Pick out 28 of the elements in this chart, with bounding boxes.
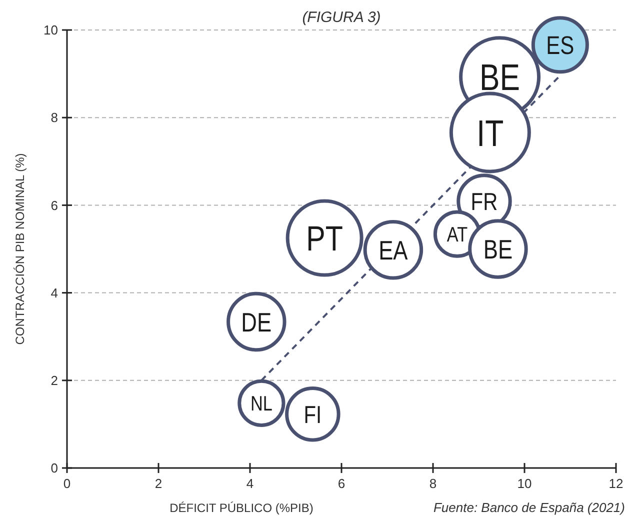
series-label: FI (304, 401, 322, 428)
y-tick-label: 8 (50, 110, 58, 126)
x-tick-label: 0 (63, 476, 71, 491)
series-label: DE (241, 308, 272, 338)
series-label: ES (546, 31, 574, 60)
y-axis-title: CONTRACCIÓN PIB NOMINAL (%) (13, 153, 27, 345)
y-tick-label: 10 (44, 22, 58, 38)
series-label: FR (470, 188, 498, 216)
series-label: PT (306, 218, 343, 258)
x-tick-label: 2 (154, 476, 162, 491)
x-axis-title: DÉFICIT PÚBLICO (%PIB) (170, 501, 314, 515)
series-label: BE (480, 57, 520, 99)
y-tick-label: 2 (50, 372, 58, 388)
x-tick-label: 6 (338, 476, 346, 491)
y-tick-label: 4 (50, 285, 58, 300)
x-tick-label: 10 (517, 476, 532, 491)
x-tick-label: 8 (429, 476, 437, 491)
x-tick-label: 12 (608, 476, 624, 491)
series-label: IT (476, 113, 504, 155)
y-tick-label: 0 (50, 460, 58, 476)
series-label: NL (250, 393, 273, 416)
series-label: EA (378, 236, 408, 266)
chart-title: (FIGURA 3) (302, 9, 381, 26)
x-tick-label: 4 (246, 476, 254, 491)
y-tick-label: 6 (50, 198, 58, 213)
series-label: BE (483, 236, 513, 266)
source-note: Fuente: Banco de España (2021) (433, 500, 625, 515)
series-label: AT (446, 224, 468, 248)
